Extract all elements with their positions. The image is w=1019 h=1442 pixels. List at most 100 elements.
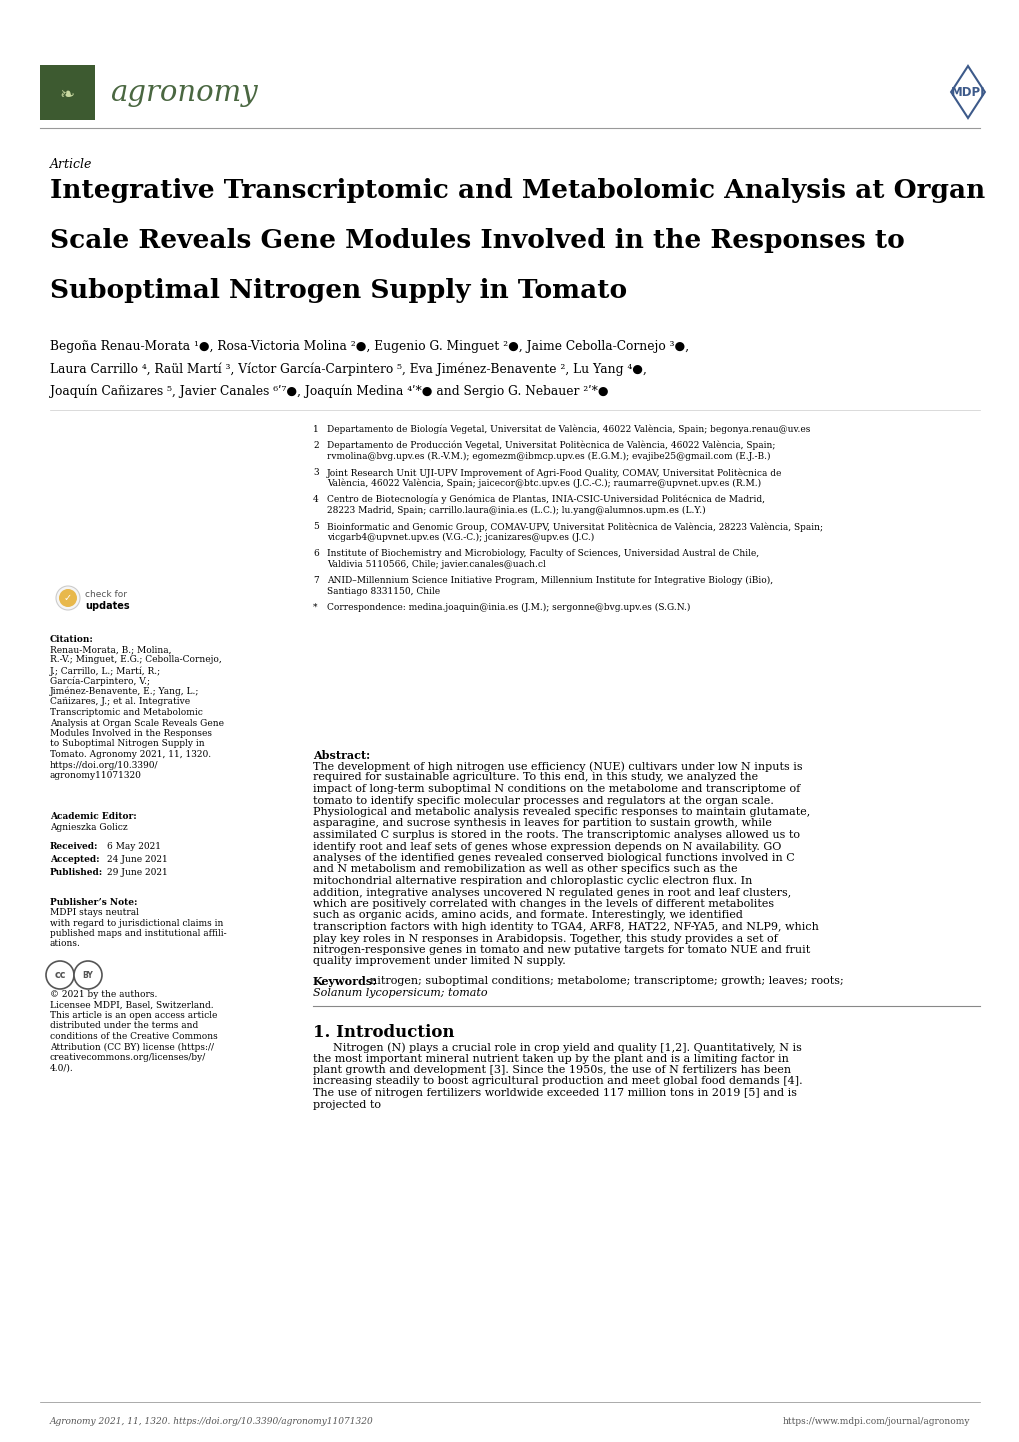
Text: 7: 7 xyxy=(313,575,318,585)
Text: J.; Carrillo, L.; Martí, R.;: J.; Carrillo, L.; Martí, R.; xyxy=(50,666,161,675)
Text: nitrogen-responsive genes in tomato and new putative targets for tomato NUE and : nitrogen-responsive genes in tomato and … xyxy=(313,945,809,955)
Text: rvmolina@bvg.upv.es (R.-V.M.); egomezm@ibmcp.upv.es (E.G.M.); evajibe25@gmail.co: rvmolina@bvg.upv.es (R.-V.M.); egomezm@i… xyxy=(327,451,769,461)
Text: analyses of the identified genes revealed conserved biological functions involve: analyses of the identified genes reveale… xyxy=(313,854,794,862)
Text: Academic Editor:: Academic Editor: xyxy=(50,812,137,820)
Text: 28223 Madrid, Spain; carrillo.laura@inia.es (L.C.); lu.yang@alumnos.upm.es (L.Y.: 28223 Madrid, Spain; carrillo.laura@inia… xyxy=(327,506,705,515)
Text: vicgarb4@upvnet.upv.es (V.G.-C.); jcanizares@upv.es (J.C.): vicgarb4@upvnet.upv.es (V.G.-C.); jcaniz… xyxy=(327,534,594,542)
Text: mitochondrial alternative respiration and chloroplastic cyclic electron flux. In: mitochondrial alternative respiration an… xyxy=(313,875,752,885)
Text: Attribution (CC BY) license (https://: Attribution (CC BY) license (https:// xyxy=(50,1043,214,1051)
Text: transcription factors with high identity to TGA4, ARF8, HAT22, NF-YA5, and NLP9,: transcription factors with high identity… xyxy=(313,921,818,932)
Text: Joint Research Unit UJI-UPV Improvement of Agri-Food Quality, COMAV, Universitat: Joint Research Unit UJI-UPV Improvement … xyxy=(327,469,782,477)
Text: play key roles in N responses in Arabidopsis. Together, this study provides a se: play key roles in N responses in Arabido… xyxy=(313,933,777,943)
Text: cc: cc xyxy=(54,970,65,981)
Text: quality improvement under limited N supply.: quality improvement under limited N supp… xyxy=(313,956,566,966)
Circle shape xyxy=(74,960,102,989)
Text: Agnieszka Golicz: Agnieszka Golicz xyxy=(50,823,127,832)
Circle shape xyxy=(46,960,74,989)
Text: https://www.mdpi.com/journal/agronomy: https://www.mdpi.com/journal/agronomy xyxy=(782,1417,969,1426)
Circle shape xyxy=(56,585,79,610)
Text: nitrogen; suboptimal conditions; metabolome; transcriptome; growth; leaves; root: nitrogen; suboptimal conditions; metabol… xyxy=(370,976,843,986)
Text: 6 May 2021: 6 May 2021 xyxy=(107,842,161,851)
Text: Departamento de Biología Vegetal, Universitat de València, 46022 València, Spain: Departamento de Biología Vegetal, Univer… xyxy=(327,425,809,434)
Text: Valdivia 5110566, Chile; javier.canales@uach.cl: Valdivia 5110566, Chile; javier.canales@… xyxy=(327,559,545,570)
Text: Jiménez-Benavente, E.; Yang, L.;: Jiménez-Benavente, E.; Yang, L.; xyxy=(50,686,199,696)
Circle shape xyxy=(59,588,76,607)
Text: Abstract:: Abstract: xyxy=(313,750,370,761)
Text: agronomy: agronomy xyxy=(110,79,258,107)
Text: identify root and leaf sets of genes whose expression depends on N availability.: identify root and leaf sets of genes who… xyxy=(313,842,781,851)
Text: agronomy11071320: agronomy11071320 xyxy=(50,771,142,780)
Text: Correspondence: medina.joaquin@inia.es (J.M.); sergonne@bvg.upv.es (S.G.N.): Correspondence: medina.joaquin@inia.es (… xyxy=(327,603,690,611)
Text: Article: Article xyxy=(50,159,93,172)
Text: ations.: ations. xyxy=(50,940,81,949)
Text: The use of nitrogen fertilizers worldwide exceeded 117 million tons in 2019 [5] : The use of nitrogen fertilizers worldwid… xyxy=(313,1089,796,1097)
Text: This article is an open access article: This article is an open access article xyxy=(50,1011,217,1019)
Text: assimilated C surplus is stored in the roots. The transcriptomic analyses allowe: assimilated C surplus is stored in the r… xyxy=(313,831,799,841)
Text: Integrative Transcriptomic and Metabolomic Analysis at Organ: Integrative Transcriptomic and Metabolom… xyxy=(50,177,984,203)
Text: published maps and institutional affili-: published maps and institutional affili- xyxy=(50,929,226,937)
Text: The development of high nitrogen use efficiency (NUE) cultivars under low N inpu: The development of high nitrogen use eff… xyxy=(313,761,802,771)
Text: ❧: ❧ xyxy=(59,87,74,104)
Text: with regard to jurisdictional claims in: with regard to jurisdictional claims in xyxy=(50,919,223,927)
Text: Modules Involved in the Responses: Modules Involved in the Responses xyxy=(50,730,212,738)
Text: Scale Reveals Gene Modules Involved in the Responses to: Scale Reveals Gene Modules Involved in t… xyxy=(50,228,904,252)
Text: 1: 1 xyxy=(313,425,318,434)
Text: Santiago 8331150, Chile: Santiago 8331150, Chile xyxy=(327,587,439,596)
Text: Departamento de Producción Vegetal, Universitat Politècnica de València, 46022 V: Departamento de Producción Vegetal, Univ… xyxy=(327,441,774,450)
Text: Published:: Published: xyxy=(50,868,103,877)
FancyBboxPatch shape xyxy=(40,65,95,120)
Text: Suboptimal Nitrogen Supply in Tomato: Suboptimal Nitrogen Supply in Tomato xyxy=(50,278,627,303)
Text: distributed under the terms and: distributed under the terms and xyxy=(50,1021,198,1031)
Text: Transcriptomic and Metabolomic: Transcriptomic and Metabolomic xyxy=(50,708,203,717)
Text: Solanum lycopersicum; tomato: Solanum lycopersicum; tomato xyxy=(313,988,487,998)
Text: check for: check for xyxy=(85,590,127,598)
Text: Centro de Biotecnología y Genómica de Plantas, INIA-CSIC-Universidad Politécnica: Centro de Biotecnología y Genómica de Pl… xyxy=(327,495,764,505)
Text: asparagine, and sucrose synthesis in leaves for partition to sustain growth, whi: asparagine, and sucrose synthesis in lea… xyxy=(313,819,771,829)
Text: Institute of Biochemistry and Microbiology, Faculty of Sciences, Universidad Aus: Institute of Biochemistry and Microbiolo… xyxy=(327,549,758,558)
Text: BY: BY xyxy=(83,970,94,979)
Text: Keywords:: Keywords: xyxy=(313,976,377,986)
Text: MDPI stays neutral: MDPI stays neutral xyxy=(50,908,139,917)
Text: projected to: projected to xyxy=(313,1099,381,1109)
Text: required for sustainable agriculture. To this end, in this study, we analyzed th: required for sustainable agriculture. To… xyxy=(313,773,757,783)
Text: impact of long-term suboptimal N conditions on the metabolome and transcriptome : impact of long-term suboptimal N conditi… xyxy=(313,784,800,795)
Text: 3: 3 xyxy=(313,469,318,477)
Text: creativecommons.org/licenses/by/: creativecommons.org/licenses/by/ xyxy=(50,1053,206,1061)
Text: 24 June 2021: 24 June 2021 xyxy=(107,855,167,864)
Text: Citation:: Citation: xyxy=(50,634,94,645)
Text: such as organic acids, amino acids, and formate. Interestingly, we identified: such as organic acids, amino acids, and … xyxy=(313,910,742,920)
Text: Agronomy 2021, 11, 1320. https://doi.org/10.3390/agronomy11071320: Agronomy 2021, 11, 1320. https://doi.org… xyxy=(50,1417,373,1426)
Text: ✓: ✓ xyxy=(64,593,72,603)
Text: Publisher’s Note:: Publisher’s Note: xyxy=(50,898,138,907)
Text: 29 June 2021: 29 June 2021 xyxy=(107,868,167,877)
Text: and N metabolism and remobilization as well as other specifics such as the: and N metabolism and remobilization as w… xyxy=(313,865,737,874)
Text: © 2021 by the authors.: © 2021 by the authors. xyxy=(50,991,157,999)
Text: which are positively correlated with changes in the levels of different metaboli: which are positively correlated with cha… xyxy=(313,898,773,908)
Text: the most important mineral nutrient taken up by the plant and is a limiting fact: the most important mineral nutrient take… xyxy=(313,1054,788,1064)
Text: 1. Introduction: 1. Introduction xyxy=(313,1024,454,1041)
Text: 4: 4 xyxy=(313,495,318,505)
Text: 4.0/).: 4.0/). xyxy=(50,1064,73,1073)
Text: Renau-Morata, B.; Molina,: Renau-Morata, B.; Molina, xyxy=(50,645,171,655)
Text: conditions of the Creative Commons: conditions of the Creative Commons xyxy=(50,1032,217,1041)
Text: Received:: Received: xyxy=(50,842,99,851)
Text: València, 46022 València, Spain; jaicecor@btc.upv.es (J.C.-C.); raumarre@upvnet.: València, 46022 València, Spain; jaiceco… xyxy=(327,479,760,489)
Text: to Suboptimal Nitrogen Supply in: to Suboptimal Nitrogen Supply in xyxy=(50,740,205,748)
Text: 6: 6 xyxy=(313,549,318,558)
Text: Joaquín Cañizares ⁵, Javier Canales ⁶ʹ⁷●, Joaquín Medina ⁴ʹ*● and Sergio G. Neba: Joaquín Cañizares ⁵, Javier Canales ⁶ʹ⁷●… xyxy=(50,384,608,398)
Text: Accepted:: Accepted: xyxy=(50,855,100,864)
Text: https://doi.org/10.3390/: https://doi.org/10.3390/ xyxy=(50,760,158,770)
Text: Nitrogen (N) plays a crucial role in crop yield and quality [1,2]. Quantitativel: Nitrogen (N) plays a crucial role in cro… xyxy=(332,1043,801,1053)
Text: R.-V.; Minguet, E.G.; Cebolla-Cornejo,: R.-V.; Minguet, E.G.; Cebolla-Cornejo, xyxy=(50,656,221,665)
Text: ANID–Millennium Science Initiative Program, Millennium Institute for Integrative: ANID–Millennium Science Initiative Progr… xyxy=(327,575,772,585)
Text: updates: updates xyxy=(85,601,129,611)
Text: plant growth and development [3]. Since the 1950s, the use of N fertilizers has : plant growth and development [3]. Since … xyxy=(313,1066,791,1074)
Text: *: * xyxy=(313,603,317,611)
Text: Licensee MDPI, Basel, Switzerland.: Licensee MDPI, Basel, Switzerland. xyxy=(50,1001,213,1009)
Text: Physiological and metabolic analysis revealed specific responses to maintain glu: Physiological and metabolic analysis rev… xyxy=(313,808,809,818)
Text: 2: 2 xyxy=(313,441,318,450)
Text: Begoña Renau-Morata ¹●, Rosa-Victoria Molina ²●, Eugenio G. Minguet ²●, Jaime Ce: Begoña Renau-Morata ¹●, Rosa-Victoria Mo… xyxy=(50,340,689,353)
Text: Cañizares, J.; et al. Integrative: Cañizares, J.; et al. Integrative xyxy=(50,698,190,707)
Text: 5: 5 xyxy=(313,522,319,531)
Text: García-Carpintero, V.;: García-Carpintero, V.; xyxy=(50,676,150,686)
